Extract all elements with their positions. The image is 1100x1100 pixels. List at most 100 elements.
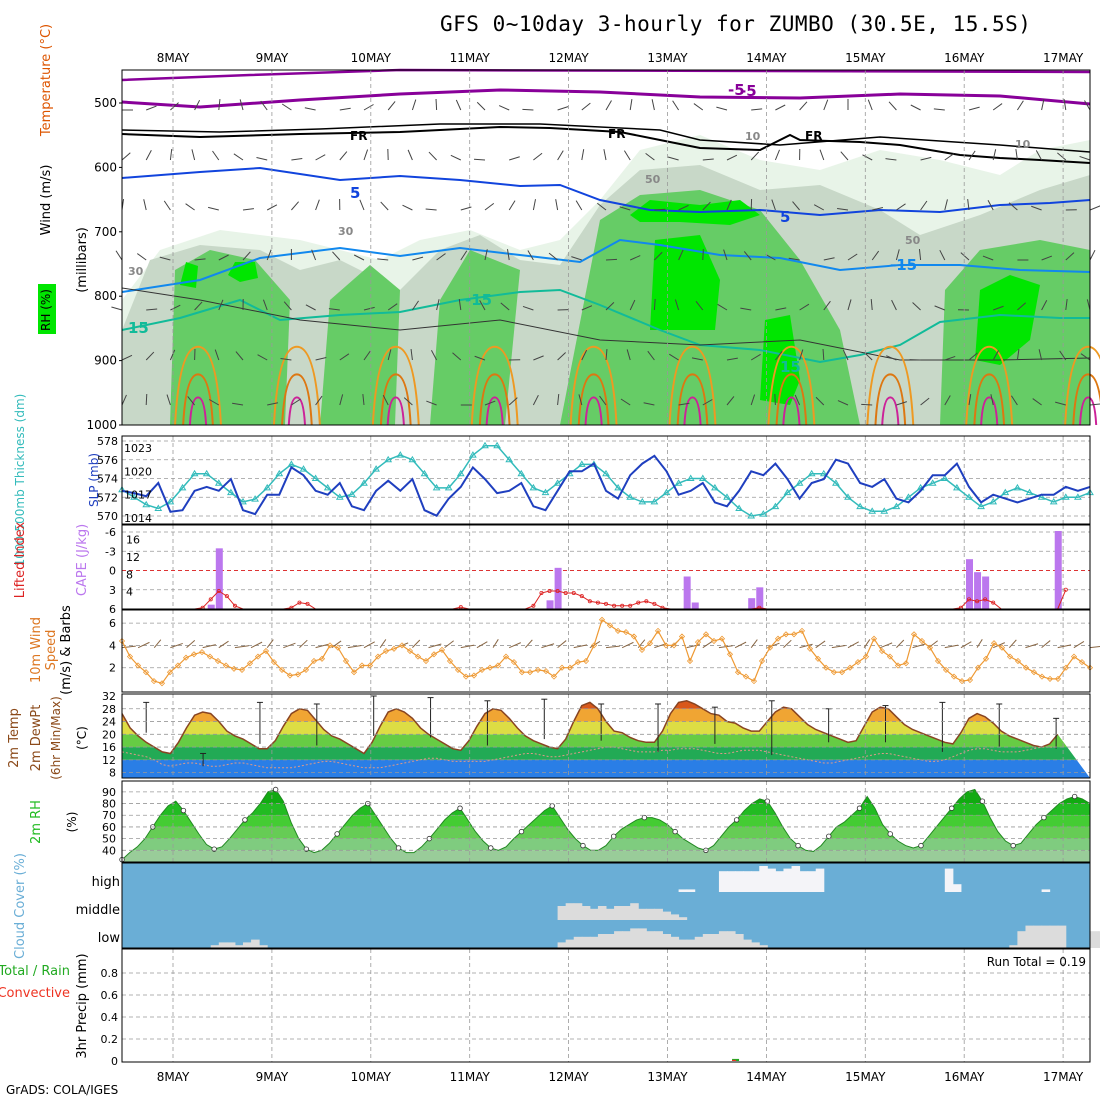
temperature-contour	[569, 345, 618, 426]
cloud-cell	[638, 908, 647, 920]
wind-barb	[654, 251, 663, 261]
wind-barb	[262, 299, 268, 311]
wind10-marker	[854, 659, 862, 666]
contour-line	[121, 287, 1091, 361]
date-label-bottom: 9MAY	[256, 1070, 289, 1084]
axis-label: Lifted Index	[13, 521, 28, 598]
temp-line	[121, 700, 1059, 755]
wind10-barb	[250, 641, 263, 649]
lifted-index-marker	[967, 597, 972, 602]
date-label-bottom: 11MAY	[450, 1070, 491, 1084]
wind10-marker	[518, 669, 526, 676]
thickness-marker	[432, 483, 441, 491]
thickness-marker	[989, 497, 998, 505]
axis-label-group: 10m Wind Speed (m/s) & Barbs	[29, 605, 74, 695]
wind-barb	[430, 350, 438, 361]
temperature-contour	[470, 345, 519, 426]
temperature-contour	[668, 345, 717, 426]
thickness-marker	[577, 460, 586, 467]
wind10-barb	[186, 640, 196, 649]
wind-barb	[842, 349, 849, 361]
wind-barb	[1079, 155, 1091, 161]
wind10-barb	[170, 642, 183, 649]
rh2m-marker	[949, 805, 955, 811]
wind-barb	[428, 151, 437, 161]
thickness-marker	[892, 502, 901, 510]
wind-barb	[667, 156, 679, 161]
cape-bar	[748, 598, 756, 609]
date-label-bottom: 12MAY	[548, 1070, 589, 1084]
wind10-marker	[134, 662, 142, 669]
wind10-marker	[478, 666, 486, 673]
thickness-marker	[965, 493, 973, 500]
wind-barb	[861, 403, 873, 406]
thickness-marker	[856, 502, 864, 510]
wind-barb	[527, 250, 534, 261]
wind-barb	[794, 394, 801, 406]
thickness-marker	[698, 474, 707, 481]
wind10-marker	[774, 635, 782, 642]
wind10-marker	[766, 644, 774, 651]
cloud-cell	[1098, 931, 1100, 948]
contour-line	[121, 238, 1091, 293]
wind-barb	[218, 299, 224, 311]
wind10-marker	[214, 657, 222, 665]
thickness-marker	[626, 493, 635, 500]
wind10-barb	[444, 640, 454, 649]
wind10-marker	[150, 678, 158, 685]
wind10-barb	[734, 641, 747, 649]
cloud-cell	[670, 936, 680, 948]
wind-barb	[693, 103, 704, 111]
wind-barb	[678, 204, 689, 211]
axis-label: CAPE (J/kg)	[75, 524, 90, 596]
wind10-marker	[310, 657, 318, 665]
wind-barb	[458, 299, 462, 311]
temp-frame	[121, 693, 1091, 779]
axis-label-group: Wind (m/s)	[39, 165, 54, 236]
wind-barb	[359, 199, 365, 211]
wind-barb	[765, 254, 776, 261]
thickness-marker	[819, 469, 828, 477]
wind-barb	[774, 393, 776, 406]
cloud-frame	[121, 862, 1091, 949]
wind10-marker	[694, 639, 702, 646]
temp-band	[122, 721, 1090, 735]
wind10-marker	[390, 645, 398, 652]
cloud-cell	[646, 931, 655, 948]
wind-barb	[411, 300, 419, 311]
grads-credit: GrADS: COLA/IGES	[6, 1083, 119, 1097]
lifted-index-marker	[628, 603, 633, 608]
wind10-marker	[446, 657, 454, 665]
temp-tick-label: 12	[102, 754, 116, 767]
wind-barb	[146, 308, 158, 311]
wind-barb	[678, 249, 684, 261]
lifted-tick-label: 3	[109, 584, 116, 597]
wind-barb	[896, 401, 908, 406]
axis-label-group: (6hr Min/Max)	[49, 696, 63, 780]
rh-band	[122, 850, 1090, 862]
wind10-marker	[414, 653, 422, 660]
cape-tick-label: 8	[126, 568, 133, 581]
temperature-contour	[965, 345, 1014, 426]
cloud-cell	[686, 889, 696, 892]
axis-label-group: SLP (mb)	[87, 453, 101, 507]
wind-barb	[643, 402, 655, 406]
wind-barb	[944, 199, 948, 211]
wind-barb	[315, 395, 323, 406]
cloud-cell	[678, 917, 688, 920]
cloud-cell	[589, 908, 599, 920]
temperature-contour	[371, 345, 420, 426]
wind-barb	[968, 106, 980, 111]
axis-label-group: (%)	[65, 812, 79, 833]
wind10-marker	[910, 631, 918, 638]
rh2m-marker	[672, 828, 678, 835]
thickness-marker	[469, 451, 477, 458]
precip-frame	[121, 948, 1091, 1063]
rh2m-marker	[395, 845, 402, 851]
wind10-barb	[153, 639, 162, 648]
lifted-tick-label: -3	[105, 545, 116, 558]
slp-tick-label: 1017	[124, 489, 152, 502]
lifted-index-marker	[539, 590, 544, 595]
wind10-marker	[942, 666, 950, 673]
thickness-marker	[505, 455, 514, 463]
